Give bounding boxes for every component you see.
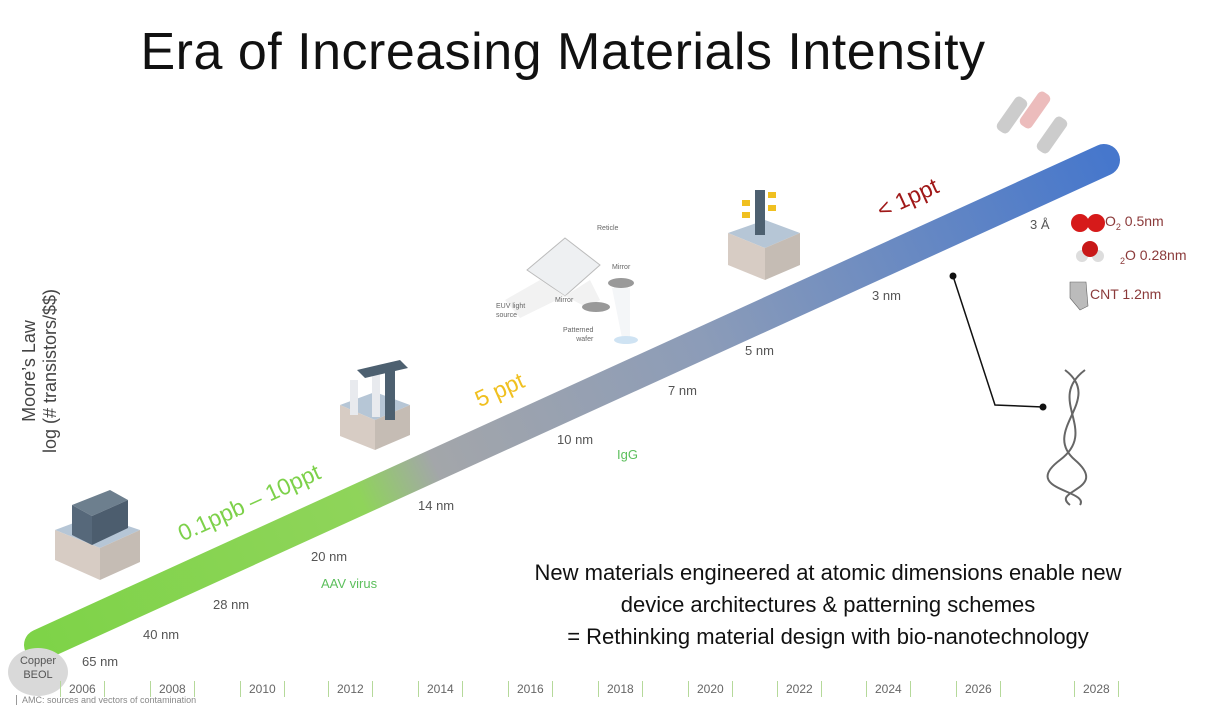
node-label: 40 nm [143, 627, 180, 642]
qubit-device-icon [996, 91, 1068, 154]
year-tick: 2022 [777, 681, 822, 697]
year-tick: 2028 [1074, 681, 1119, 697]
igg-label: IgG [617, 447, 638, 462]
o2-molecule-icon [1071, 214, 1105, 232]
statement-line-1: New materials engineered at atomic dimen… [534, 560, 1122, 585]
year-tick: 2016 [508, 681, 553, 697]
planar-transistor-icon [55, 490, 140, 580]
year-tick: 2014 [418, 681, 463, 697]
statement-line-2: device architectures & patterning scheme… [620, 592, 1036, 617]
dna-helix-icon [1046, 369, 1088, 506]
moores-law-bar [24, 144, 1120, 661]
node-label: 65 nm [82, 654, 119, 669]
year-tick: 2026 [956, 681, 1001, 697]
euv-lithography-icon [505, 237, 638, 344]
o2-label: O2 0.5nm [1105, 213, 1164, 232]
carbon-nanotube-icon [1069, 281, 1089, 311]
node-label: 7 nm [668, 383, 697, 398]
node-label: 14 nm [418, 498, 455, 513]
wafer-label: Patterned wafer [563, 327, 594, 343]
node-label: 20 nm [311, 549, 348, 564]
dna-pointer [949, 272, 1047, 411]
year-tick: 2020 [688, 681, 733, 697]
finfet-icon [340, 360, 410, 450]
cnt-label: CNT 1.2nm [1090, 286, 1162, 302]
euv-source-label: EUV light source [496, 303, 526, 319]
y-axis-line1: Moore’s Law [19, 320, 39, 422]
node-label: 10 nm [557, 432, 594, 447]
year-tick: 2008 [150, 681, 195, 697]
statement-line-3: = Rethinking material design with bio-na… [567, 624, 1089, 649]
copper-beol-badge: Copper BEOL [8, 648, 68, 696]
y-axis-label: Moore’s Law log (# transistors/$$) [19, 271, 61, 471]
year-tick: 2024 [866, 681, 911, 697]
slide-title: Era of Increasing Materials Intensity [140, 23, 986, 81]
node-label: 3 Å [1030, 217, 1050, 232]
mirror-label: Mirror [555, 297, 574, 304]
year-tick: 2010 [240, 681, 285, 697]
aav-virus-label: AAV virus [321, 576, 378, 591]
gate-all-around-icon [728, 190, 800, 280]
water-label: 2O 0.28nm [1120, 247, 1187, 266]
node-label: 5 nm [745, 343, 774, 358]
y-axis-line2: log (# transistors/$$) [40, 288, 60, 454]
node-label: 3 nm [872, 288, 901, 303]
footnote: AMC: sources and vectors of contaminatio… [16, 695, 196, 705]
mirror-label: Mirror [612, 264, 631, 271]
year-tick: 2012 [328, 681, 373, 697]
reticle-label: Reticle [597, 225, 619, 232]
year-tick: 2018 [598, 681, 643, 697]
water-molecule-icon [1076, 241, 1104, 262]
year-tick: 2006 [60, 681, 105, 697]
node-label: 28 nm [213, 597, 250, 612]
